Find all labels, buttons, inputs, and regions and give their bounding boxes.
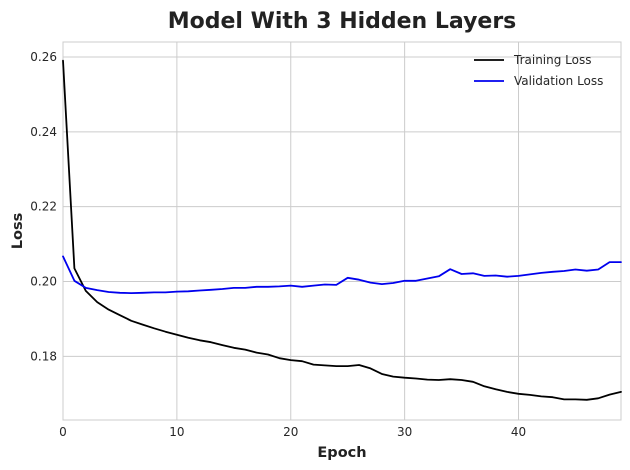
y-tick-label: 0.26: [30, 50, 57, 64]
y-tick-label: 0.18: [30, 349, 57, 363]
y-tick-label: 0.20: [30, 275, 57, 289]
series-line-training-loss: [62, 59, 622, 401]
legend: Training Loss Validation Loss: [474, 53, 603, 88]
series-line-validation-loss: [62, 255, 622, 295]
x-tick-label: 20: [283, 425, 298, 439]
plot-frame: [62, 41, 622, 421]
grid: [62, 42, 621, 420]
x-axis-label: Epoch: [317, 445, 366, 461]
tick-labels: 0 10 20 30 40 0.18 0.20 0.22 0.24 0.26: [30, 50, 526, 439]
y-axis-label: Loss: [10, 213, 26, 249]
y-tick-label: 0.24: [30, 125, 57, 139]
x-tick-label: 0: [59, 425, 67, 439]
legend-label: Validation Loss: [514, 74, 603, 88]
chart-title: Model With 3 Hidden Layers: [168, 9, 517, 34]
x-tick-label: 10: [169, 425, 184, 439]
legend-label: Training Loss: [513, 53, 591, 67]
series-layer: [62, 59, 622, 401]
x-tick-label: 30: [397, 425, 412, 439]
x-tick-label: 40: [511, 425, 526, 439]
y-tick-label: 0.22: [30, 200, 57, 214]
